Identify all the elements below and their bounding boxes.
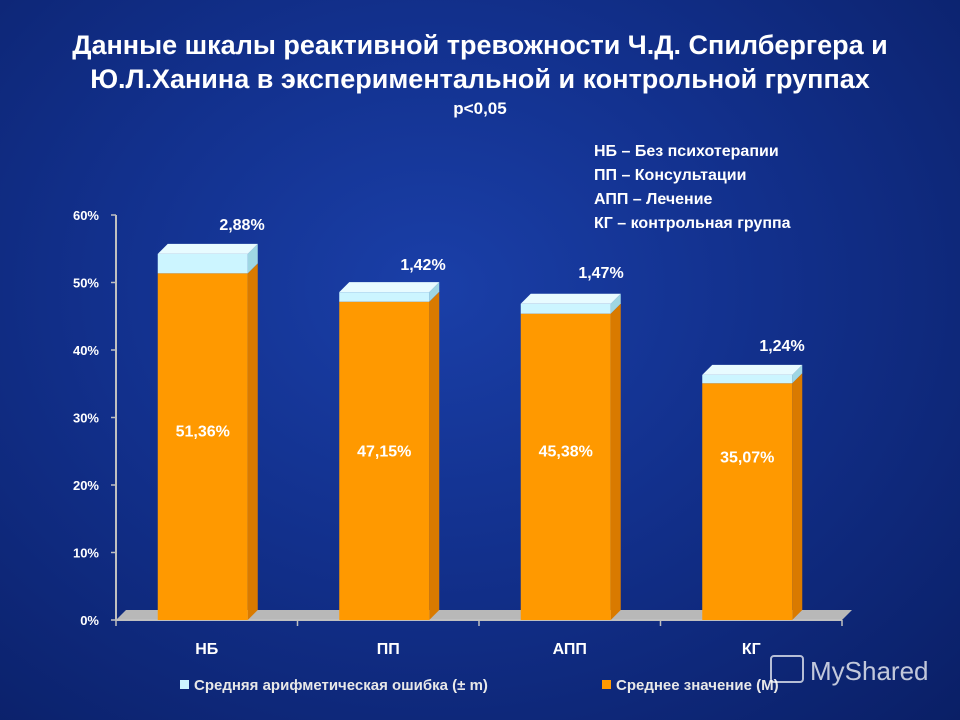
data-label-mean: 51,36% bbox=[176, 423, 230, 440]
bar-error-side bbox=[610, 293, 621, 314]
data-label-error: 1,24% bbox=[759, 338, 804, 355]
x-tick-label: НБ bbox=[195, 641, 218, 658]
y-tick-label: 60% bbox=[73, 208, 99, 223]
bar-mean-side bbox=[792, 373, 803, 620]
chart-floor bbox=[116, 610, 852, 620]
bar-error bbox=[702, 374, 793, 384]
x-tick-label: КГ bbox=[742, 641, 761, 658]
series-legend: Средняя арифметическая ошибка (± m) Сред… bbox=[180, 677, 800, 699]
abbreviation-app: АПП – Лечение bbox=[594, 191, 713, 208]
y-tick-label: 40% bbox=[73, 343, 99, 358]
data-label-mean: 45,38% bbox=[539, 443, 593, 460]
bar-error-top bbox=[520, 293, 621, 304]
legend-label-mean: Среднее значение (M) bbox=[616, 677, 779, 694]
chart-title: Данные шкалы реактивной тревожности Ч.Д.… bbox=[0, 28, 960, 96]
bar-mean bbox=[520, 313, 611, 620]
bar-mean-side bbox=[247, 263, 258, 620]
x-tick-label: ПП bbox=[377, 641, 400, 658]
watermark-logo-icon bbox=[770, 655, 804, 683]
abbreviation-nb: НБ – Без психотерапии bbox=[594, 143, 779, 160]
data-label-error: 1,42% bbox=[400, 257, 445, 274]
y-tick-label: 50% bbox=[73, 276, 99, 291]
abbreviation-pp: ПП – Консультации bbox=[594, 167, 747, 184]
chart-title-line-1: Данные шкалы реактивной тревожности Ч.Д.… bbox=[72, 30, 888, 60]
bar-error-top bbox=[157, 243, 258, 254]
abbreviation-kg: КГ – контрольная группа bbox=[594, 215, 791, 232]
bar-error-side bbox=[429, 282, 440, 302]
bar-mean-side bbox=[429, 291, 440, 620]
bar-mean bbox=[339, 301, 430, 620]
bar-error-top bbox=[702, 364, 803, 375]
data-label-mean: 47,15% bbox=[357, 443, 411, 460]
watermark: MyShared bbox=[770, 655, 929, 687]
bar-error-side bbox=[247, 243, 258, 274]
data-label-error: 1,47% bbox=[578, 265, 623, 282]
watermark-text: MyShared bbox=[810, 656, 929, 686]
chart-title-line-2: Ю.Л.Ханина в экспериментальной и контрол… bbox=[90, 64, 870, 94]
bar-mean-side bbox=[610, 303, 621, 620]
x-tick-label: АПП bbox=[553, 641, 587, 658]
y-tick-label: 30% bbox=[73, 411, 99, 426]
legend-item-mean: Среднее значение (M) bbox=[602, 677, 779, 694]
legend-swatch-error bbox=[180, 680, 189, 689]
data-label-mean: 35,07% bbox=[720, 449, 774, 466]
y-tick-label: 20% bbox=[73, 478, 99, 493]
legend-swatch-mean bbox=[602, 680, 611, 689]
bar-mean bbox=[157, 273, 248, 620]
bar-error-side bbox=[792, 364, 803, 384]
bar-error bbox=[339, 292, 430, 302]
y-tick-label: 10% bbox=[73, 546, 99, 561]
legend-label-error: Средняя арифметическая ошибка (± m) bbox=[194, 677, 488, 694]
data-label-error: 2,88% bbox=[219, 217, 264, 234]
y-tick-label: 0% bbox=[80, 613, 99, 628]
bar-error-top bbox=[339, 282, 440, 293]
legend-item-error: Средняя арифметическая ошибка (± m) bbox=[180, 677, 488, 694]
abbreviation-legend: НБ – Без психотерапии ПП – Консультации … bbox=[594, 140, 791, 236]
p-value: p<0,05 bbox=[453, 99, 507, 118]
bar-error bbox=[157, 253, 248, 274]
bar-mean bbox=[702, 383, 793, 620]
bar-error bbox=[520, 303, 611, 314]
